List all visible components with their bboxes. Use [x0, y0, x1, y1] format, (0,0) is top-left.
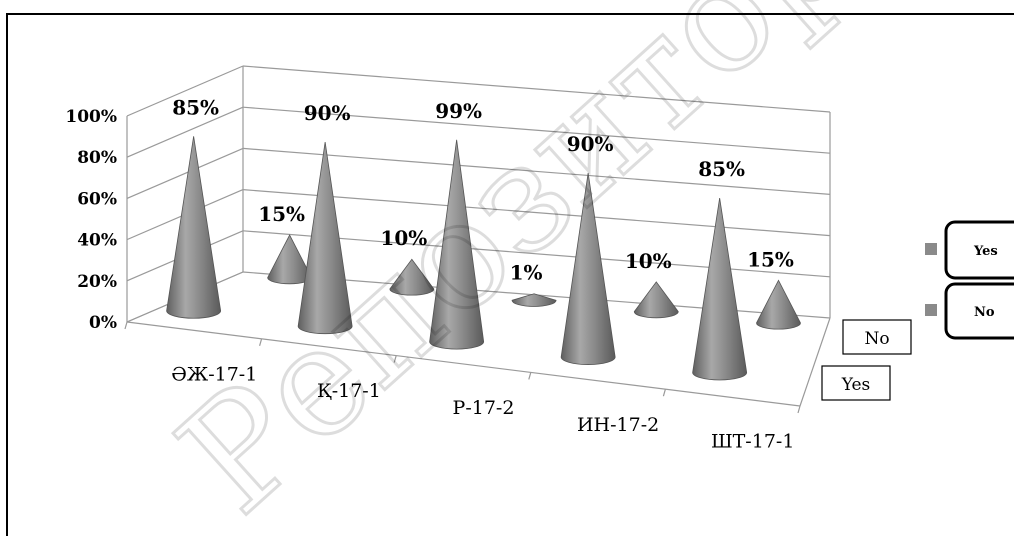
- y-tick-label: 0%: [89, 313, 117, 333]
- side-gridline: [126, 147, 244, 199]
- data-label-yes: 85%: [698, 157, 745, 181]
- x-tick: [797, 405, 801, 414]
- category-label: ИН-17-2: [577, 414, 659, 436]
- cone-no-body: [511, 293, 557, 307]
- data-label-no: 15%: [747, 247, 794, 271]
- data-label-yes: 85%: [172, 95, 219, 119]
- legend-swatch: [925, 304, 937, 316]
- data-label-yes: 90%: [567, 132, 614, 156]
- cone-yes-body: [166, 136, 222, 319]
- legend-box: [944, 220, 1014, 280]
- gridline: [242, 189, 831, 237]
- data-labels: 15% 10% 1% 10% 15% 85% 90% 99% 90% 85%: [172, 95, 794, 284]
- depth-axis-line: [799, 317, 831, 407]
- cone-yes-body: [297, 141, 353, 335]
- gridline: [242, 147, 831, 195]
- category-label: Қ-17-1: [317, 380, 381, 402]
- data-label-yes: 99%: [435, 99, 482, 123]
- depth-axis-label: Yes: [841, 375, 871, 395]
- cone-yes: [429, 139, 485, 350]
- category-labels: ӘЖ-17-1 Қ-17-1 Р-17-2 ИН-17-2 ШТ-17-1: [171, 363, 794, 452]
- legend: Yes No: [925, 220, 1014, 340]
- category-label: Р-17-2: [453, 397, 515, 419]
- y-axis-ticks: 0% 20% 40% 60% 80% 100%: [65, 107, 117, 333]
- data-label-no: 1%: [510, 261, 543, 285]
- cone-no: [756, 279, 801, 330]
- category-label: ӘЖ-17-1: [171, 363, 257, 385]
- cone-yes: [692, 198, 748, 381]
- y-tick-label: 80%: [77, 148, 117, 168]
- depth-axis-label: No: [864, 329, 889, 349]
- side-gridline: [126, 106, 244, 158]
- gridline: [242, 230, 831, 278]
- x-axis-line: [126, 321, 801, 407]
- x-tick: [124, 321, 128, 330]
- y-tick-label: 20%: [77, 272, 117, 292]
- data-label-no: 15%: [258, 202, 305, 226]
- data-label-yes: 90%: [304, 101, 351, 125]
- depth-label-box: [821, 365, 891, 401]
- gridline: [242, 65, 831, 113]
- category-label: ШТ-17-1: [711, 431, 794, 453]
- cone-yes-body: [560, 172, 616, 365]
- data-label-no: 10%: [625, 249, 672, 273]
- x-tick: [662, 389, 666, 397]
- legend-box: [944, 282, 1014, 340]
- depth-axis: No Yes: [821, 319, 912, 401]
- y-tick-label: 60%: [77, 189, 117, 209]
- cone-yes: [560, 172, 616, 365]
- cone-no-body: [389, 258, 435, 296]
- gridline: [242, 106, 831, 154]
- x-tick: [528, 372, 532, 380]
- cone-no: [633, 281, 679, 319]
- legend-swatch: [925, 243, 937, 255]
- data-label-no: 10%: [380, 226, 427, 250]
- cone-yes-body: [692, 198, 748, 381]
- cone-yes-body: [429, 139, 485, 350]
- side-gridline: [126, 65, 244, 117]
- cone-no: [511, 293, 557, 307]
- cone-no: [389, 258, 435, 296]
- cone-no-body: [756, 279, 801, 330]
- cones-layer: [166, 136, 801, 381]
- cone-yes: [297, 141, 353, 335]
- y-tick-label: 100%: [65, 107, 117, 127]
- x-tick: [393, 355, 397, 363]
- x-tick: [259, 338, 263, 346]
- cone-yes: [166, 136, 222, 319]
- legend-label: Yes: [973, 244, 998, 259]
- legend-label: No: [974, 305, 995, 320]
- cone-no-body: [633, 281, 679, 319]
- y-tick-label: 40%: [77, 231, 117, 251]
- depth-label-box: [842, 319, 912, 355]
